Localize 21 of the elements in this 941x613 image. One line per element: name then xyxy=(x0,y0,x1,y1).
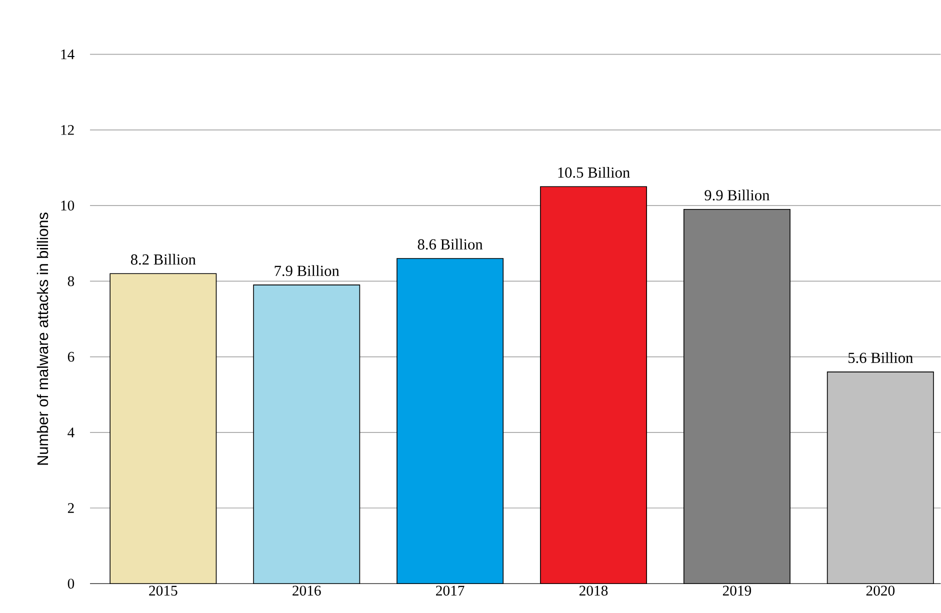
y-tick-label: 8 xyxy=(68,276,74,286)
y-tick-label: 6 xyxy=(68,352,74,362)
data-label: 8.2 Billion xyxy=(130,254,196,265)
x-tick-label: 2018 xyxy=(580,586,608,596)
x-tick-label: 2015 xyxy=(149,586,178,596)
x-tick-label: 2017 xyxy=(436,586,464,596)
y-tick-label: 14 xyxy=(61,49,74,60)
data-label: 5.6 Billion xyxy=(848,352,913,364)
data-label: 9.9 Billion xyxy=(704,190,770,200)
y-tick-label: 4 xyxy=(68,428,74,438)
data-label: 8.6 Billion xyxy=(418,238,483,250)
data-label: 7.9 Billion xyxy=(274,265,340,276)
x-tick-label: 2019 xyxy=(722,586,752,596)
y-tick-label: 2 xyxy=(68,503,74,513)
x-tick-label: 2016 xyxy=(292,586,321,596)
y-tick-label: 0 xyxy=(68,578,74,589)
data-label: 10.5 Billion xyxy=(558,166,630,178)
x-tick-label: 2020 xyxy=(866,586,895,596)
y-tick-label: 10 xyxy=(61,200,74,211)
y-tick-label: 12 xyxy=(61,125,74,135)
y-axis-title: Number of malware attacks in billions xyxy=(36,212,48,465)
